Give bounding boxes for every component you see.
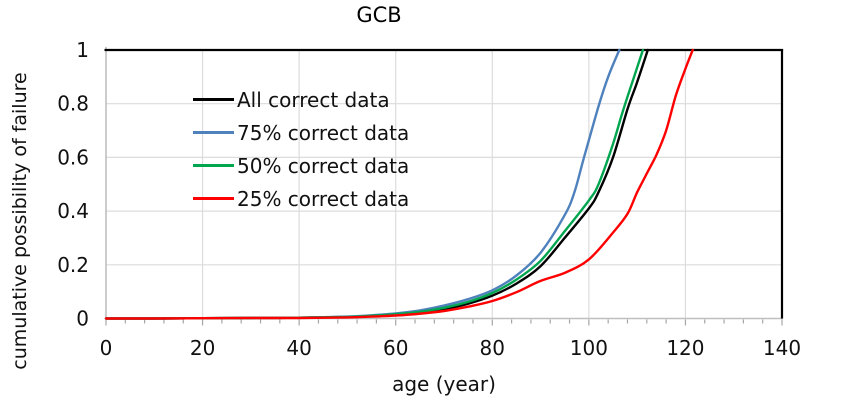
legend-item-75-correct: 75% correct data [193, 116, 409, 149]
legend-item-25-correct: 25% correct data [193, 182, 409, 215]
y-tick-label: 0 [76, 307, 89, 331]
x-tick-label: 100 [570, 336, 608, 360]
x-tick-label: 20 [190, 336, 215, 360]
y-tick-label: 0.2 [57, 253, 89, 277]
y-axis-title: cumulative possibility of failure [9, 72, 31, 370]
x-tick-label: 40 [286, 336, 311, 360]
legend-label: 25% correct data [237, 186, 410, 211]
legend-label: 75% correct data [237, 120, 410, 145]
legend-line-swatch [193, 164, 234, 167]
legend-label: 50% correct data [237, 153, 410, 178]
legend: All correct data 75% correct data 50% co… [193, 83, 409, 215]
legend-line-swatch [193, 197, 234, 200]
legend-label: All correct data [237, 87, 390, 112]
x-tick-label: 0 [100, 336, 113, 360]
x-tick-label: 140 [763, 336, 801, 360]
x-tick-label: 60 [383, 336, 408, 360]
chart-title: GCB [356, 3, 402, 27]
x-axis-title: age (year) [392, 372, 496, 396]
legend-item-50-correct: 50% correct data [193, 149, 409, 182]
series-line-3 [104, 48, 694, 320]
x-tick-label: 120 [666, 336, 704, 360]
legend-line-swatch [193, 98, 234, 101]
y-tick-label: 0.8 [57, 92, 89, 116]
y-tick-label: 1 [76, 38, 89, 62]
y-tick-label: 0.6 [57, 145, 89, 169]
x-tick-label: 80 [480, 336, 505, 360]
legend-item-all-correct: All correct data [193, 83, 409, 116]
legend-line-swatch [193, 131, 234, 134]
y-tick-label: 0.4 [57, 199, 89, 223]
